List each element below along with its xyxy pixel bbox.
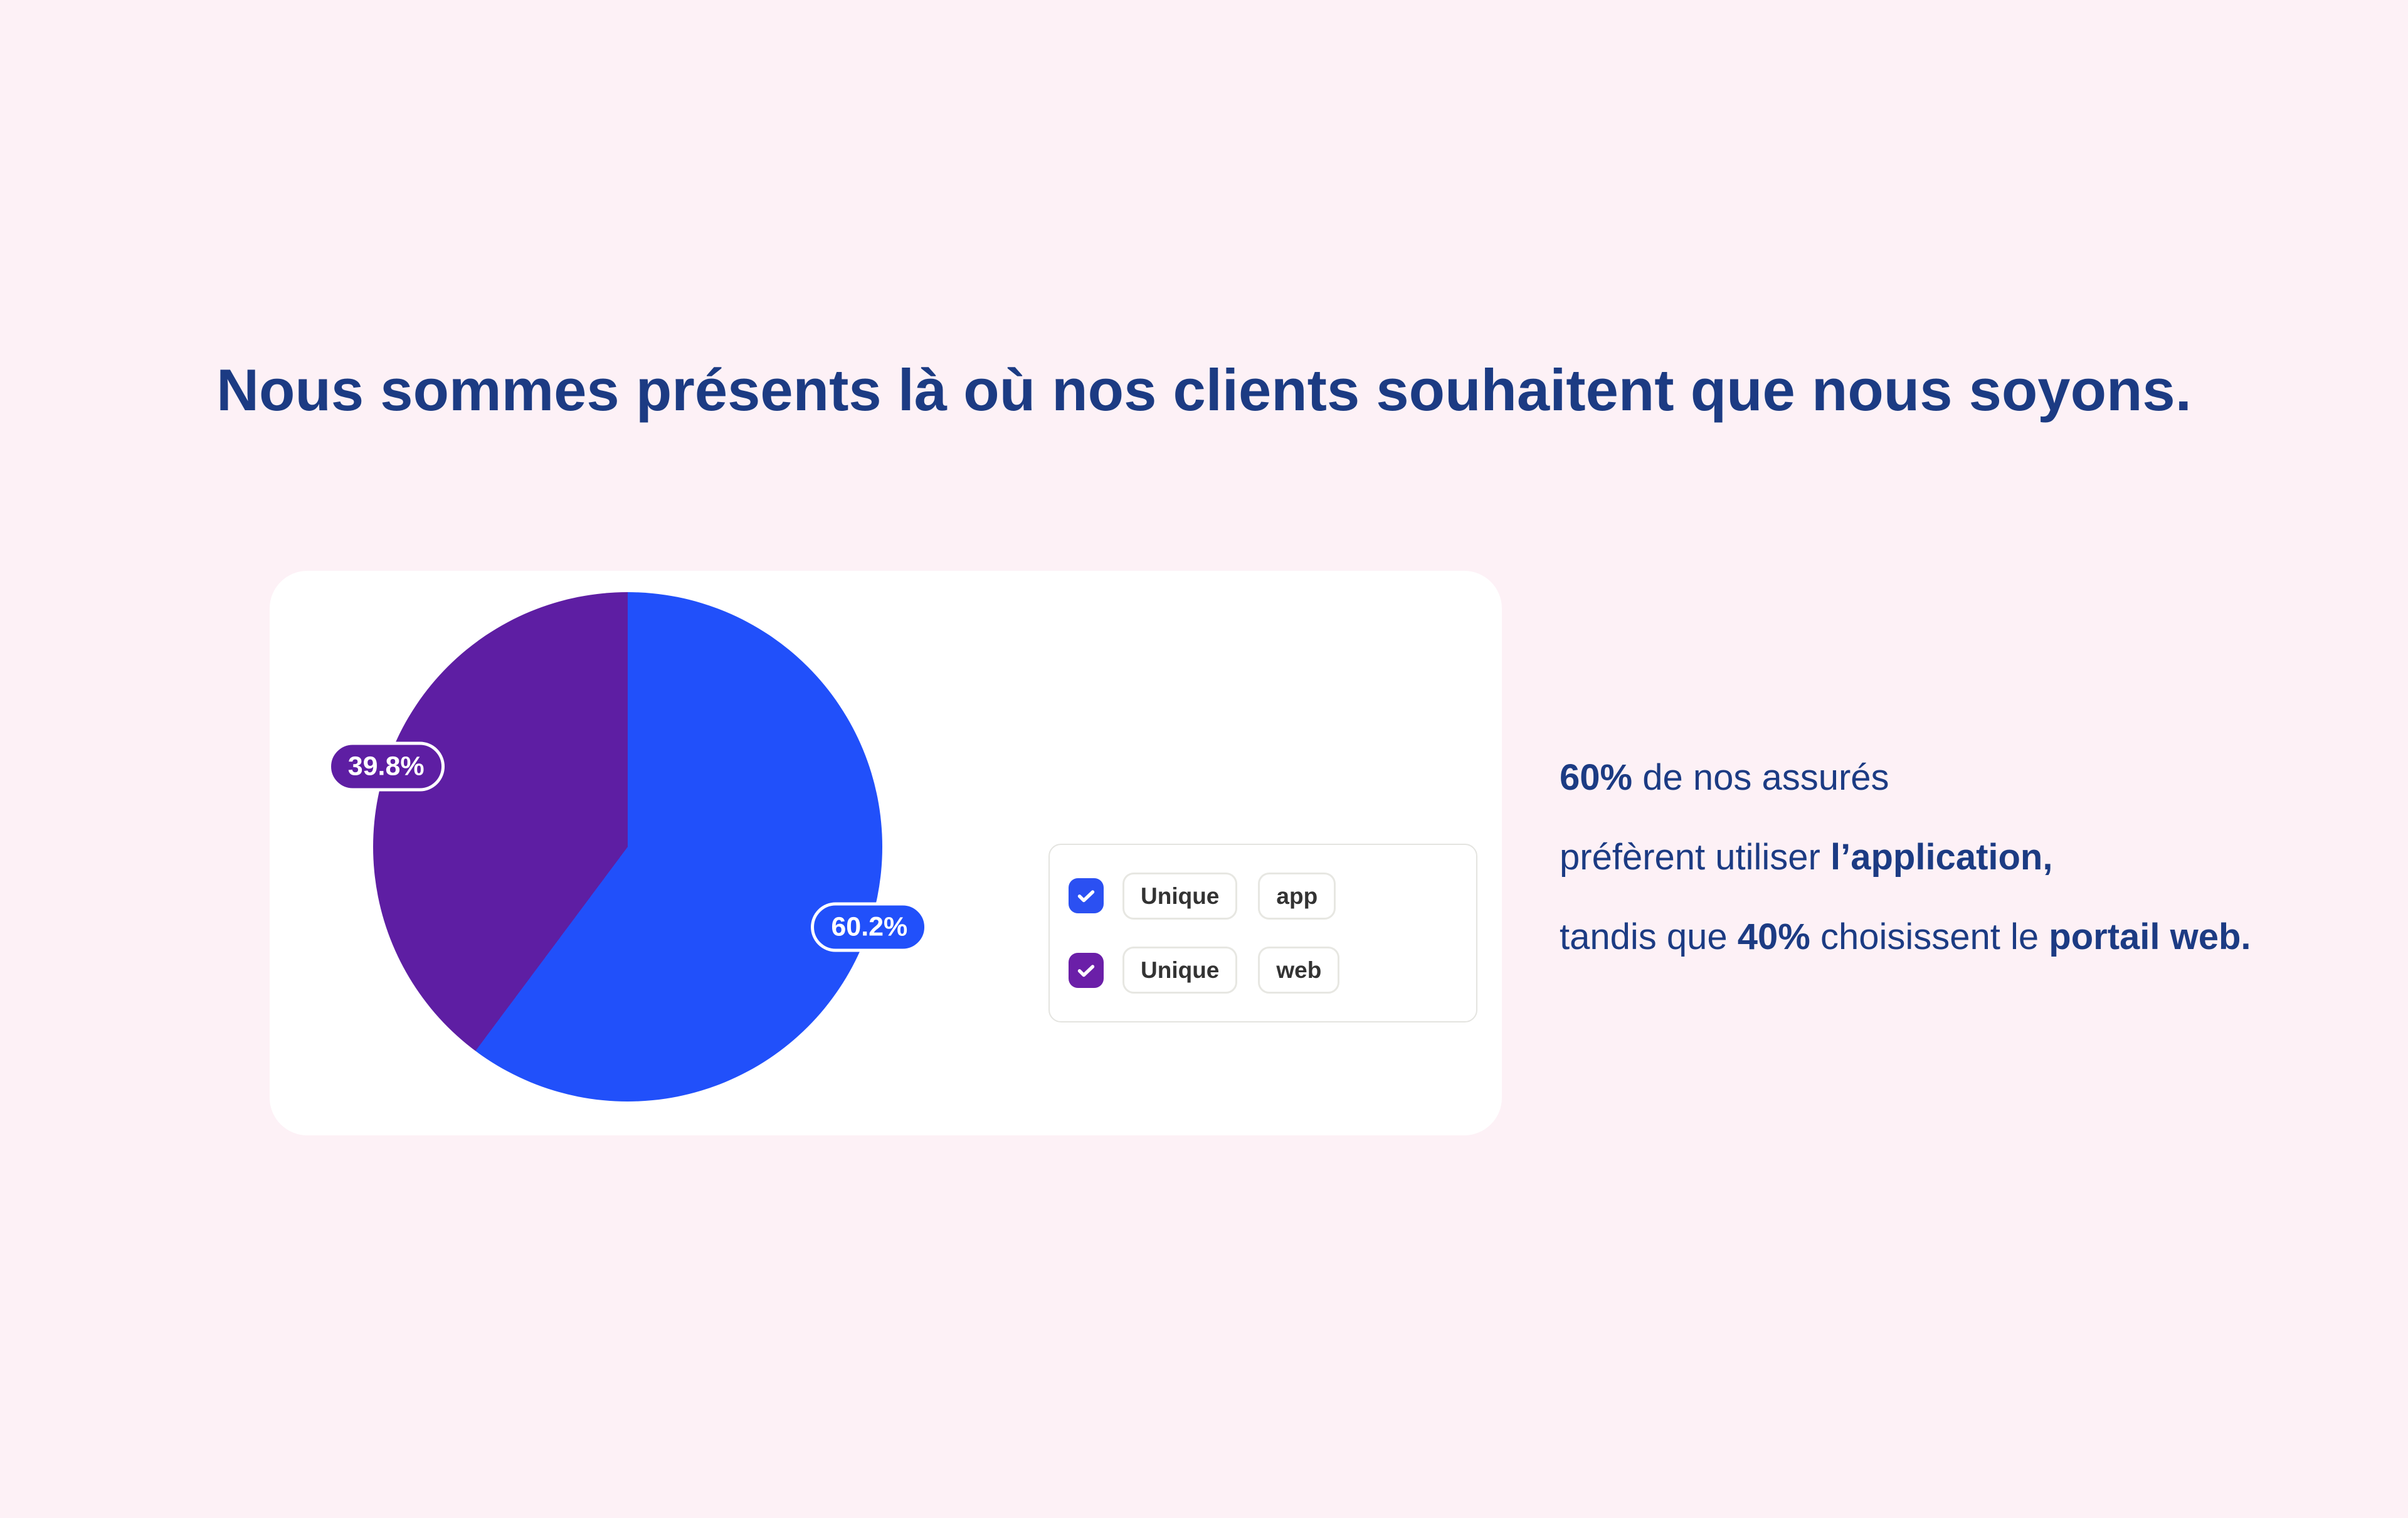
pie-chart-area: 60.2% 39.8% xyxy=(327,592,928,1101)
stat-40-percent: 40% xyxy=(1737,916,1810,957)
legend-series-button-web[interactable]: Unique xyxy=(1122,947,1238,994)
legend-row-app: Unique app xyxy=(1069,872,1476,920)
legend-tag-button-web[interactable]: web xyxy=(1258,947,1340,994)
checkmark-icon xyxy=(1077,890,1095,903)
legend-series-button-app[interactable]: Unique xyxy=(1122,872,1238,920)
checkmark-icon xyxy=(1077,965,1095,977)
legend-tag-button-app[interactable]: app xyxy=(1258,872,1336,920)
pie-data-label-app: 60.2% xyxy=(811,902,928,952)
stat-line-2: préfèrent utiliser l’application, xyxy=(1560,837,2053,878)
stat-line-3: tandis que 40% choisissent le portail we… xyxy=(1560,916,2251,957)
stat-application: l’application, xyxy=(1830,837,2053,878)
legend-checkbox-app[interactable] xyxy=(1069,878,1104,914)
pie-chart[interactable] xyxy=(373,592,882,1101)
stat-portail-web: portail web. xyxy=(2049,916,2251,957)
legend-row-web: Unique web xyxy=(1069,947,1476,994)
stat-text-block: 60% de nos assurés préfèrent utiliser l’… xyxy=(1560,738,2251,977)
pie-data-label-web: 39.8% xyxy=(327,741,445,792)
legend-checkbox-web[interactable] xyxy=(1069,952,1104,988)
chart-card: 60.2% 39.8% Unique app Unique xyxy=(270,571,1502,1135)
chart-legend: Unique app Unique web xyxy=(1048,844,1477,1022)
stat-line-1: 60% de nos assurés xyxy=(1560,757,1889,798)
page-title: Nous sommes présents là où nos clients s… xyxy=(216,357,2192,423)
stat-60-percent: 60% xyxy=(1560,757,1633,798)
